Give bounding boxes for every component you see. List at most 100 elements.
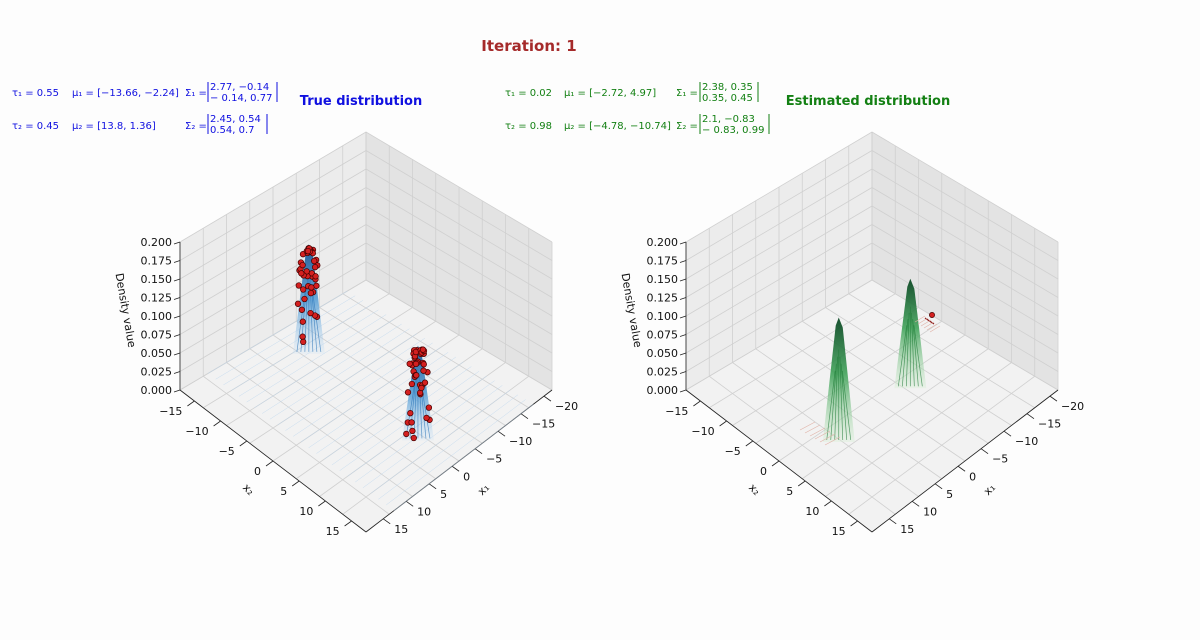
peak-ridge <box>897 325 908 387</box>
patch-line <box>814 430 831 440</box>
z-tick <box>679 278 687 282</box>
sample-point <box>410 434 417 442</box>
y-tick-label: 10 <box>805 505 819 518</box>
mesh-line <box>254 319 395 409</box>
peak-ridge <box>840 363 848 440</box>
x-tick-label: 10 <box>923 505 937 518</box>
z-tick-label: 0.100 <box>647 310 679 323</box>
y-tick-label: −5 <box>725 445 741 458</box>
est-sigma1-row1: 2.38, 0.35 <box>702 82 753 93</box>
sample-point <box>418 384 425 392</box>
z-tick-label: 0.075 <box>141 329 173 342</box>
est-sigma1-label: Σ₁ = <box>676 88 698 99</box>
sample-point <box>423 414 430 422</box>
x-tick <box>451 465 460 472</box>
peak-ridge <box>830 363 837 440</box>
true-chart-title: True distribution <box>300 94 422 109</box>
mesh-line <box>316 356 457 454</box>
peak-ridge <box>839 356 844 440</box>
mesh-line <box>223 300 364 386</box>
y-tick <box>824 500 832 507</box>
x-axis-label: x₁ <box>475 481 492 498</box>
y-tick-label: 0 <box>760 465 767 478</box>
z-tick-label: 0.175 <box>141 255 173 268</box>
true-sigma1-row1: 2.77, −0.14 <box>210 82 269 93</box>
peak-ridge <box>905 312 910 387</box>
sample-point <box>404 389 412 396</box>
est-params: τ₁ = 0.02 μ₁ = [−2.72, 4.97] Σ₁ = 2.38, … <box>505 82 770 136</box>
est-tau1: τ₁ = 0.02 <box>505 88 552 99</box>
grid-line <box>685 279 1059 391</box>
grid-line <box>848 293 1035 409</box>
grid-line <box>848 375 1035 515</box>
y-tick-label: 15 <box>832 525 846 538</box>
sample-point <box>408 380 416 388</box>
true-params: τ₁ = 0.55 μ₁ = [−13.66, −2.24] Σ₁ = 2.77… <box>12 82 278 136</box>
x-tick-label: 5 <box>440 488 447 501</box>
sample-point <box>300 338 307 346</box>
x-tick <box>382 518 391 525</box>
floor-pane <box>180 280 552 532</box>
y-tick <box>693 400 701 407</box>
z-tick <box>173 315 181 319</box>
patch-line <box>917 317 929 325</box>
sample-point <box>409 427 416 435</box>
z-tick-label: 0.125 <box>647 292 679 305</box>
mesh-line <box>293 342 433 437</box>
sample-point <box>295 282 302 289</box>
peak-ridge <box>911 312 915 387</box>
est-sigma2-label: Σ₂ = <box>676 121 698 132</box>
y-tick <box>291 480 300 487</box>
x-tick <box>957 465 966 472</box>
true-sigma1-row2: − 0.14, 0.77 <box>210 93 272 104</box>
y-tick-label: 5 <box>280 485 287 498</box>
patch-line <box>914 315 926 323</box>
mesh-line <box>370 389 511 494</box>
x-tick-label: 5 <box>946 488 953 501</box>
true-distribution-plot: 0.000 0.025 0.050 0.075 0.100 0.125 0.150 0.175… <box>113 131 578 538</box>
grid-line <box>685 205 1059 317</box>
y-tick-label: −15 <box>159 405 182 418</box>
est-tau2: τ₂ = 0.98 <box>505 121 552 132</box>
z-tick-label: 0.025 <box>141 366 173 379</box>
z-tick <box>173 352 181 356</box>
true-sigma1-label: Σ₁ = <box>185 88 207 99</box>
z-tick-label: 0.200 <box>647 236 679 249</box>
sample-point <box>304 247 312 255</box>
x-tick <box>497 430 506 437</box>
sample-point <box>307 289 315 297</box>
grid-line <box>802 348 989 480</box>
sample-point <box>408 419 415 426</box>
z-tick-label: 0.000 <box>647 384 679 397</box>
z-tick <box>679 352 687 356</box>
mesh-line <box>324 361 464 460</box>
figure-title: Iteration: 1 <box>481 37 576 55</box>
mesh-line <box>207 290 348 374</box>
grid-line <box>179 224 553 335</box>
y-tick <box>318 500 326 507</box>
z-tick <box>173 260 181 263</box>
est-mu2: μ₂ = [−4.78, −10.74] <box>564 121 671 132</box>
sample-points <box>403 346 433 442</box>
true-sigma2-row2: 0.54, 0.7 <box>210 125 255 136</box>
x-tick <box>1049 395 1058 402</box>
mesh-line <box>385 399 526 506</box>
mesh-line <box>393 404 534 511</box>
z-tick-label: 0.125 <box>141 292 173 305</box>
sample-points <box>294 245 321 346</box>
grid-line <box>685 150 1059 261</box>
sample-point <box>421 379 429 386</box>
x-tick <box>474 448 483 455</box>
z-tick-label: 0.150 <box>141 273 173 286</box>
sample-points <box>929 312 935 318</box>
x-tick-label: −5 <box>992 453 1008 466</box>
est-mu1: μ₁ = [−2.72, 4.97] <box>564 88 656 99</box>
y-tick-label: 5 <box>786 485 793 498</box>
y-tick <box>239 440 248 447</box>
y-tick-label: −5 <box>219 445 235 458</box>
sample-point <box>294 300 302 307</box>
x-tick <box>911 500 920 507</box>
x-tick-label: −10 <box>509 435 532 448</box>
x-tick <box>543 395 552 402</box>
